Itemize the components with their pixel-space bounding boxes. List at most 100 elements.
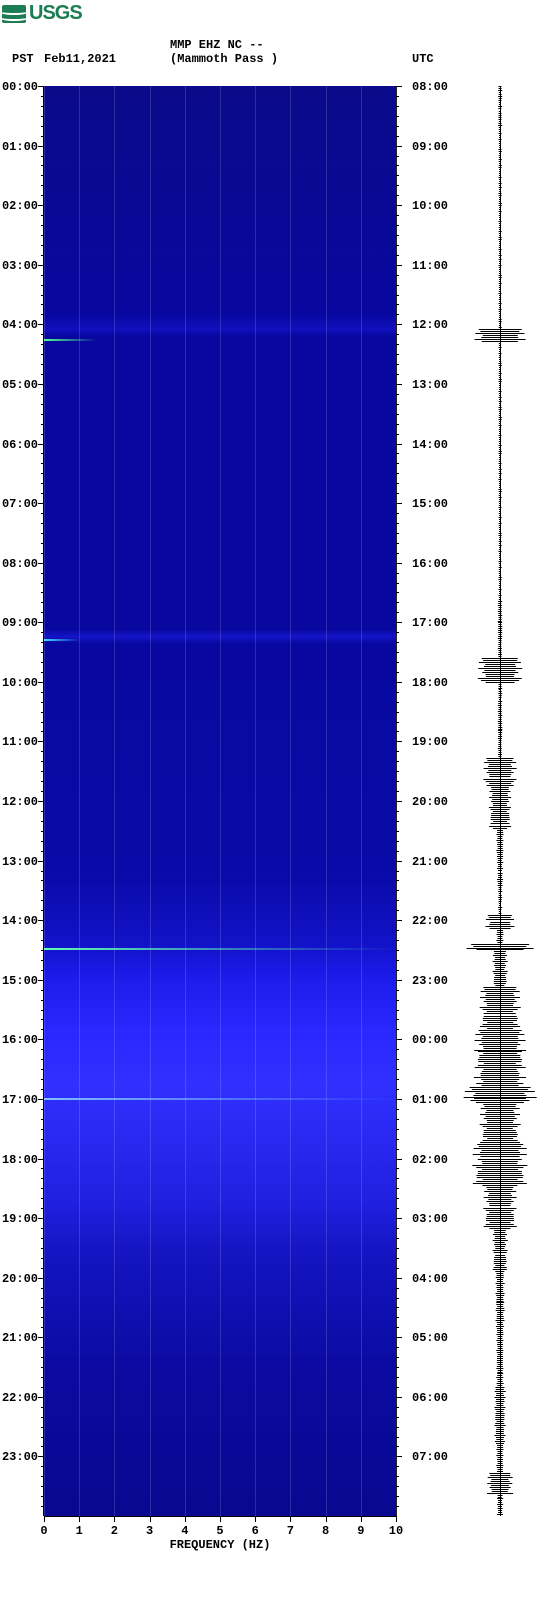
- pst-tick-label: 08:00: [2, 557, 38, 571]
- waveform-sample: [499, 619, 502, 620]
- utc-minor-tick: [396, 722, 399, 723]
- waveform-sample: [484, 1069, 517, 1070]
- waveform-sample: [499, 179, 501, 180]
- waveform-sample: [499, 92, 501, 93]
- waveform-sample: [496, 1449, 503, 1450]
- waveform-sample: [498, 709, 501, 710]
- utc-minor-tick: [396, 175, 399, 176]
- waveform-sample: [499, 315, 501, 316]
- waveform-sample: [478, 1061, 521, 1062]
- waveform-sample: [499, 299, 501, 300]
- waveform-sample: [499, 479, 502, 480]
- waveform-sample: [499, 291, 501, 292]
- pst-tick: [38, 1278, 44, 1279]
- waveform-sample: [499, 243, 501, 244]
- x-tick: [150, 1516, 151, 1522]
- waveform-sample: [496, 1399, 504, 1400]
- waveform-sample: [485, 926, 514, 927]
- utc-minor-tick: [396, 1139, 399, 1140]
- waveform-sample: [499, 139, 502, 140]
- waveform-sample: [495, 1425, 506, 1426]
- utc-tick-label: 17:00: [412, 616, 448, 630]
- utc-minor-tick: [396, 702, 399, 703]
- waveform-sample: [481, 1038, 518, 1039]
- waveform-sample: [499, 469, 502, 470]
- waveform-sample: [499, 255, 502, 256]
- waveform-sample: [499, 515, 501, 516]
- utc-tick-label: 06:00: [412, 1391, 448, 1405]
- waveform-sample: [497, 856, 503, 857]
- utc-minor-tick: [396, 215, 399, 216]
- waveform-sample: [499, 499, 501, 500]
- waveform-sample: [491, 1481, 510, 1482]
- waveform-sample: [497, 1459, 503, 1460]
- waveform-sample: [496, 1334, 503, 1335]
- spectro-event-line: [44, 639, 79, 641]
- waveform-sample: [483, 1018, 518, 1019]
- waveform-sample: [499, 505, 501, 506]
- utc-tick-label: 11:00: [412, 259, 448, 273]
- waveform-sample: [481, 991, 520, 992]
- spectrogram-background: [44, 86, 396, 1516]
- waveform-sample: [499, 283, 502, 284]
- waveform-sample: [496, 1427, 503, 1428]
- pst-minor-tick: [41, 910, 44, 911]
- utc-minor-tick: [396, 1010, 399, 1011]
- waveform-sample: [493, 805, 507, 806]
- pst-tick: [38, 1159, 44, 1160]
- utc-minor-tick: [396, 1248, 399, 1249]
- waveform-sample: [498, 1354, 503, 1355]
- waveform-sample: [478, 1065, 522, 1066]
- pst-tick: [38, 1039, 44, 1040]
- waveform-sample: [497, 1498, 503, 1499]
- waveform-sample: [484, 762, 516, 763]
- pst-tick-label: 02:00: [2, 199, 38, 213]
- waveform-sample: [497, 832, 503, 833]
- utc-tick-label: 00:00: [412, 1033, 448, 1047]
- waveform-sample: [498, 713, 501, 714]
- waveform-sample: [486, 919, 514, 920]
- waveform-sample: [499, 617, 502, 618]
- waveform-sample: [496, 1368, 503, 1369]
- utc-minor-tick: [396, 692, 399, 693]
- utc-minor-tick: [396, 96, 399, 97]
- waveform-sample: [499, 409, 502, 410]
- utc-minor-tick: [396, 1238, 399, 1239]
- x-tick: [44, 1516, 45, 1522]
- utc-minor-tick: [396, 1149, 399, 1150]
- waveform-sample: [487, 1128, 513, 1129]
- pst-tick-label: 13:00: [2, 855, 38, 869]
- pst-minor-tick: [41, 523, 44, 524]
- waveform-sample: [494, 1257, 506, 1258]
- waveform-sample: [475, 333, 524, 334]
- waveform-sample: [499, 421, 501, 422]
- utc-minor-tick: [396, 1427, 399, 1428]
- utc-minor-tick: [396, 900, 399, 901]
- waveform-sample: [499, 307, 501, 308]
- waveform-sample: [499, 273, 501, 274]
- pst-minor-tick: [41, 314, 44, 315]
- waveform-sample: [499, 133, 502, 134]
- waveform-sample: [499, 451, 502, 452]
- waveform-sample: [496, 1439, 503, 1440]
- waveform-sample: [489, 764, 511, 765]
- waveform-sample: [498, 887, 501, 888]
- waveform-sample: [491, 1479, 508, 1480]
- waveform-sample: [476, 1181, 523, 1182]
- waveform-sample: [495, 985, 504, 986]
- pst-tick: [38, 563, 44, 564]
- waveform-sample: [492, 799, 508, 800]
- pst-tick: [38, 682, 44, 683]
- pst-minor-tick: [41, 1188, 44, 1189]
- waveform-sample: [499, 295, 501, 296]
- pst-minor-tick: [41, 1317, 44, 1318]
- waveform-sample: [464, 1097, 537, 1098]
- utc-minor-tick: [396, 583, 399, 584]
- waveform-sample: [494, 1259, 506, 1260]
- waveform-sample: [483, 1140, 518, 1141]
- utc-minor-tick: [396, 553, 399, 554]
- waveform-sample: [499, 193, 502, 194]
- waveform-sample: [494, 1230, 506, 1231]
- utc-minor-tick: [396, 285, 399, 286]
- x-tick: [220, 1516, 221, 1522]
